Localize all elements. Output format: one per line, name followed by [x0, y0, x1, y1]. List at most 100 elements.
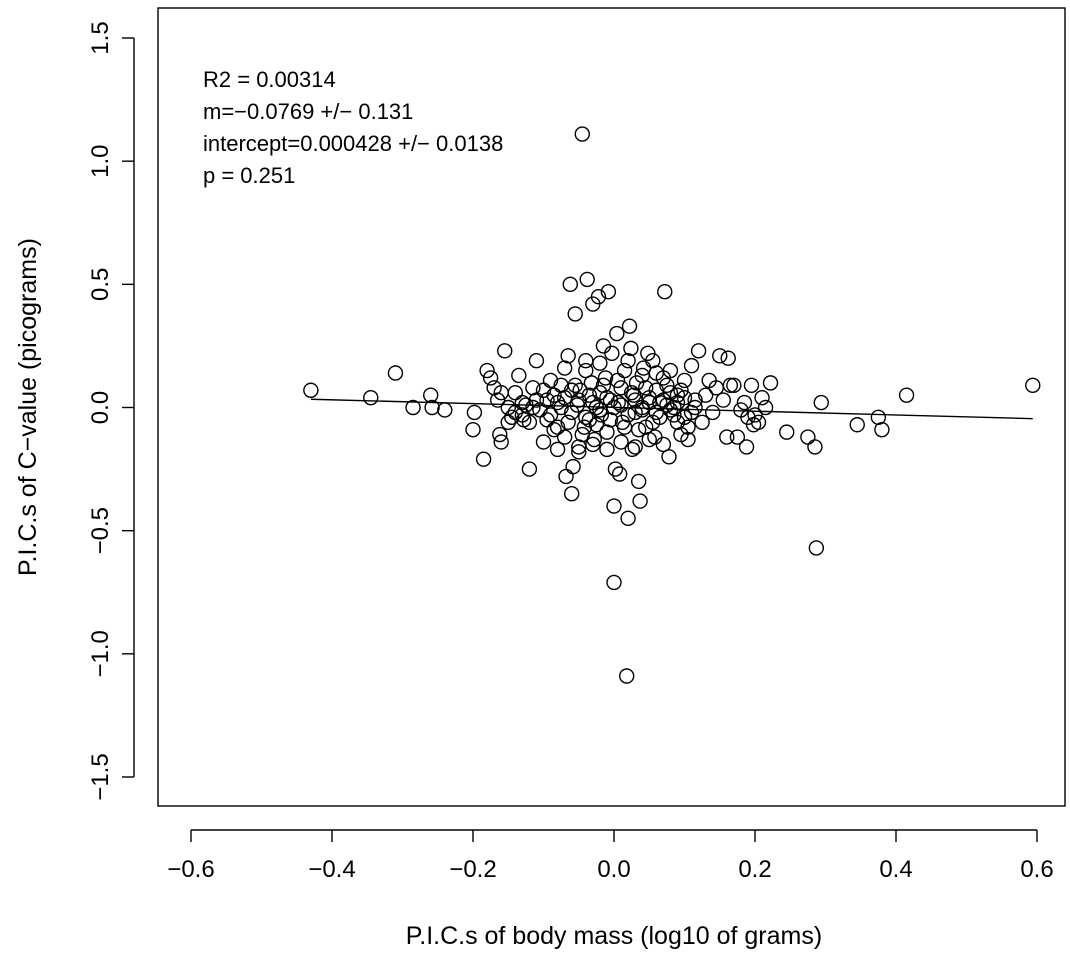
data-point: [604, 345, 620, 362]
data-point: [666, 399, 682, 416]
data-point: [475, 451, 492, 467]
x-tick-label: −0.2: [449, 856, 496, 883]
data-point: [874, 421, 890, 438]
data-point: [567, 377, 583, 394]
data-point: [694, 414, 710, 430]
regression-line: [310, 398, 1033, 420]
data-point: [595, 377, 612, 394]
data-point: [500, 414, 516, 430]
data-point: [597, 370, 614, 386]
data-point: [590, 288, 607, 305]
data-point: [669, 414, 686, 430]
data-point: [542, 407, 559, 423]
data-point: [564, 486, 580, 502]
x-axis-title: P.I.C.s of body mass (log10 of grams): [406, 922, 822, 950]
data-point: [479, 362, 495, 379]
data-point: [754, 389, 770, 406]
data-point: [511, 367, 527, 384]
data-point: [578, 353, 594, 369]
y-tick-label: 1.0: [87, 144, 114, 177]
data-point: [630, 421, 647, 438]
stats-annotation-line: R2 = 0.00314: [203, 67, 336, 92]
data-point: [627, 439, 643, 455]
data-point: [722, 377, 739, 394]
data-point: [616, 362, 633, 379]
data-point: [579, 271, 595, 288]
data-point: [504, 409, 520, 426]
data-point: [497, 343, 513, 359]
data-point: [424, 399, 440, 416]
data-point: [616, 419, 633, 435]
data-point: [611, 466, 628, 482]
y-tick-label: −1.0: [87, 630, 114, 677]
data-point: [632, 493, 648, 509]
data-point: [613, 380, 629, 396]
data-point: [606, 574, 622, 591]
data-point: [620, 510, 636, 527]
data-point: [514, 407, 531, 423]
data-point: [680, 419, 696, 435]
data-point: [659, 377, 675, 394]
data-point: [507, 385, 523, 401]
data-point: [405, 399, 421, 416]
data-point: [571, 444, 587, 460]
regression-fit-line: [310, 398, 1033, 420]
data-point: [743, 377, 760, 394]
data-point: [606, 498, 622, 514]
data-point: [747, 407, 763, 423]
data-point: [680, 431, 696, 448]
data-point: [618, 668, 635, 684]
data-point: [578, 409, 594, 426]
data-point: [525, 399, 541, 416]
data-point: [800, 429, 816, 445]
data-point: [757, 399, 774, 416]
data-point: [813, 394, 829, 411]
stats-annotation-line: m=−0.0769 +/− 0.131: [203, 99, 413, 124]
data-point: [624, 441, 641, 458]
data-point: [676, 372, 693, 389]
stats-annotation-line: intercept=0.000428 +/− 0.0138: [203, 131, 503, 156]
y-tick-label: −1.5: [87, 753, 114, 800]
x-tick-label: 0.2: [738, 856, 771, 883]
data-point: [539, 412, 555, 428]
data-point: [621, 318, 638, 334]
data-point: [592, 355, 608, 371]
data-point: [574, 426, 590, 443]
y-tick-label: −0.5: [87, 507, 114, 554]
x-tick-label: −0.4: [308, 856, 355, 883]
data-point: [482, 370, 499, 386]
data-point: [652, 394, 668, 411]
data-point: [437, 402, 453, 418]
data-point: [565, 458, 581, 475]
data-point: [807, 439, 823, 455]
axes: −0.6 −0.4 −0.2 0.0 0.2 0.4 0.6 −1.5 −1.0 −0.5 0.0 0…: [87, 21, 1054, 883]
stats-annotation-line: p = 0.251: [203, 163, 295, 188]
data-point: [585, 436, 601, 453]
data-point: [705, 404, 721, 421]
data-point: [623, 385, 640, 401]
data-point: [719, 429, 735, 445]
data-point: [535, 434, 552, 450]
data-points: [303, 126, 1041, 684]
data-point: [528, 353, 545, 369]
data-point: [750, 414, 767, 430]
data-point: [564, 382, 580, 398]
data-point: [630, 473, 647, 490]
data-point: [661, 449, 677, 465]
data-point: [595, 338, 612, 354]
data-point: [736, 394, 753, 411]
data-point: [556, 360, 573, 376]
data-point: [567, 306, 583, 322]
data-point: [562, 276, 578, 293]
data-point: [303, 382, 319, 398]
data-point: [1025, 377, 1041, 394]
data-point: [729, 429, 746, 445]
data-point: [387, 365, 404, 381]
data-point: [738, 439, 755, 455]
data-point: [645, 414, 661, 430]
data-point: [683, 404, 700, 421]
y-tick-label: 1.5: [87, 21, 114, 54]
data-point: [581, 387, 598, 403]
data-point: [641, 431, 657, 448]
plot-frame: [157, 7, 1066, 807]
